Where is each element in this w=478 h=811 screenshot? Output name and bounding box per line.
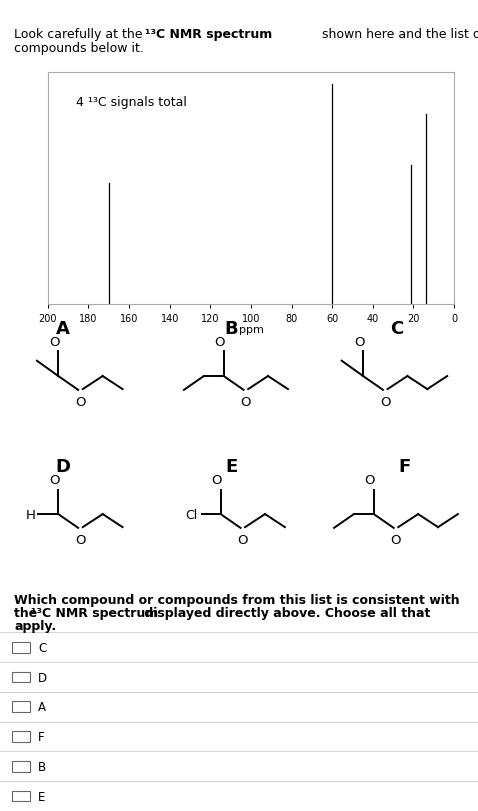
Text: Look carefully at the: Look carefully at the xyxy=(14,28,147,41)
Text: O: O xyxy=(49,473,60,486)
Text: O: O xyxy=(380,396,391,409)
Text: C: C xyxy=(38,641,46,654)
Text: O: O xyxy=(391,534,401,547)
Text: B: B xyxy=(38,760,46,773)
Text: E: E xyxy=(225,457,238,476)
Text: shown here and the list of: shown here and the list of xyxy=(318,28,478,41)
Text: C: C xyxy=(390,320,403,338)
Text: O: O xyxy=(354,335,365,348)
Bar xyxy=(12,672,30,683)
Text: apply.: apply. xyxy=(14,620,56,633)
Text: ¹³C NMR spectrum: ¹³C NMR spectrum xyxy=(31,607,158,620)
Bar xyxy=(12,732,30,742)
Text: O: O xyxy=(240,396,251,409)
Text: F: F xyxy=(38,730,45,743)
Text: ¹³C NMR spectrum: ¹³C NMR spectrum xyxy=(145,28,272,41)
Text: O: O xyxy=(75,396,86,409)
Text: O: O xyxy=(365,473,375,486)
Bar xyxy=(12,791,30,801)
Text: D: D xyxy=(38,671,47,684)
Text: O: O xyxy=(49,335,60,348)
Text: the: the xyxy=(14,607,42,620)
X-axis label: ppm: ppm xyxy=(239,324,263,334)
Bar xyxy=(12,702,30,712)
Text: compounds below it.: compounds below it. xyxy=(14,42,144,55)
Text: O: O xyxy=(238,534,248,547)
Text: displayed directly above. Choose all that: displayed directly above. Choose all tha… xyxy=(140,607,430,620)
Bar xyxy=(12,642,30,653)
Text: O: O xyxy=(212,473,222,486)
Text: 4 ¹³C signals total: 4 ¹³C signals total xyxy=(76,97,187,109)
Text: Cl: Cl xyxy=(185,508,198,521)
Text: E: E xyxy=(38,790,45,803)
Text: O: O xyxy=(215,335,225,348)
Text: B: B xyxy=(225,320,238,338)
Text: D: D xyxy=(55,457,70,476)
Text: Which compound or compounds from this list is consistent with: Which compound or compounds from this li… xyxy=(14,594,460,607)
Text: A: A xyxy=(38,701,46,714)
Text: F: F xyxy=(398,457,411,476)
Text: O: O xyxy=(75,534,86,547)
Bar xyxy=(12,761,30,772)
Text: A: A xyxy=(56,320,70,338)
Text: H: H xyxy=(26,508,36,521)
